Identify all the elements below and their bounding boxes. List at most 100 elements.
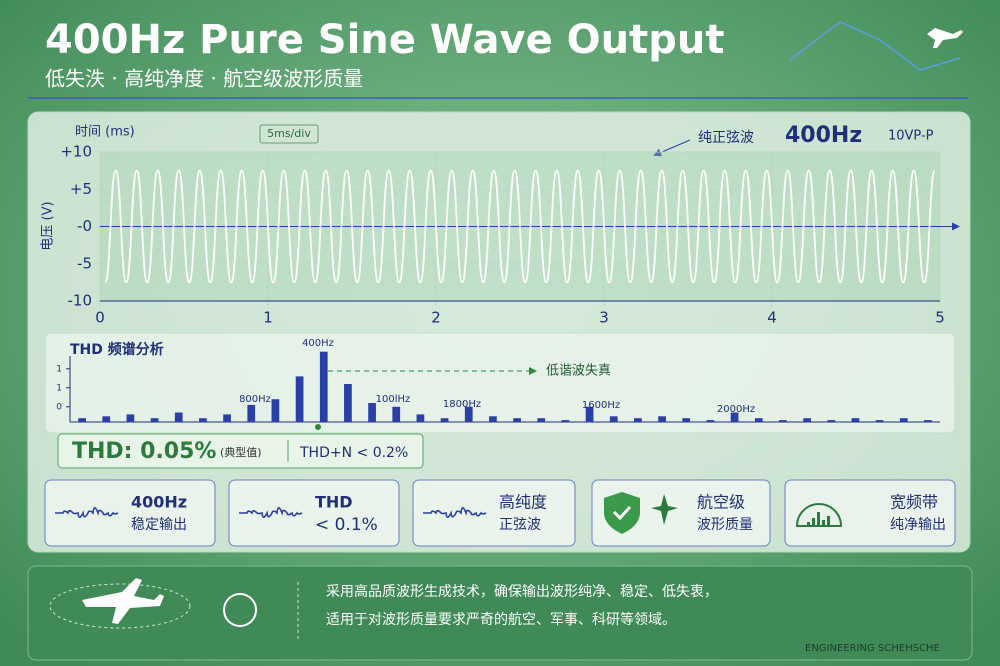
plane-icon (651, 494, 678, 525)
spectrum-bar (827, 420, 836, 422)
y-tick-label: -0 (77, 217, 92, 235)
spectrum-bar (513, 418, 521, 422)
orbit (49, 583, 191, 629)
spectrum-bar (223, 414, 231, 422)
x-tick-label: 1 (263, 309, 273, 327)
card-subtitle: 正弦波 (499, 517, 541, 533)
spectrum-bar (464, 406, 473, 422)
spectrum-bar (875, 420, 884, 422)
spectrum-bar (585, 406, 594, 422)
footer-line: 采用高品质波形生成技术，确保输出波形纯净、稳定、低失衷， (326, 583, 718, 600)
y-tick-label: +10 (60, 143, 92, 161)
card-subtitle: 波形质量 (697, 517, 753, 533)
spectrum-bar (174, 412, 183, 422)
card-title: 400Hz (131, 493, 187, 512)
card-subtitle: 纯净输出 (890, 517, 946, 533)
spectrum-bar (658, 416, 666, 422)
spectrum-bar (730, 412, 739, 422)
gauge-bar (827, 516, 830, 526)
sensor-icon (223, 593, 257, 627)
annotation: 800Hz (239, 394, 271, 405)
annotation: 2000Hz (717, 404, 755, 415)
x-tick-label: 4 (767, 309, 777, 327)
card-title: 宽频带 (890, 493, 938, 512)
card (784, 479, 956, 547)
sine-wave (104, 169, 936, 284)
brand: ENGINEERING SCHEHSCHE (805, 643, 940, 654)
gauge-bar (812, 518, 815, 526)
spectrum-bar (851, 418, 860, 422)
scale-box (259, 124, 319, 144)
spectrum-bar (150, 418, 159, 422)
annotation: 400Hz (302, 338, 334, 349)
footer-panel (27, 565, 973, 661)
footer-line: 适用于对波形质量要求严奇的航空、军事、科研等领域。 (326, 611, 676, 628)
card (44, 479, 216, 547)
x-tick-label: 0 (95, 309, 105, 327)
spectrum-bar (779, 420, 787, 422)
y-tick-label: 1 (56, 364, 62, 374)
card-title: THD (315, 493, 353, 512)
spectrum-bar (295, 376, 304, 422)
thd-value: THD: 0.05% (72, 439, 216, 464)
spectrum-bar (561, 420, 570, 422)
x-tick-label: 2 (431, 309, 441, 327)
spectrum-title: THD 频谱分析 (70, 341, 164, 358)
spectrum-bar (609, 416, 618, 422)
spectrum-bar (78, 418, 86, 422)
header: 400Hz Pure Sine Wave Output 低失泆 · 高纯净度 ·… (28, 17, 968, 99)
spectrum-chart: THD 频谱分析 0 1 1 400Hz 800Hz 100lHz 1800Hz 1600Hz… (56, 338, 940, 430)
y-axis-title: 电压 (V) (41, 201, 56, 250)
thd-box: THD: 0.05% (典型值) THD+N < 0.2% (57, 433, 424, 469)
freq-label: 400Hz (785, 123, 862, 148)
spectrum-bar (803, 418, 811, 422)
spectrum-bar (344, 384, 352, 422)
x-tick-label: 5 (935, 309, 945, 327)
check-icon (612, 505, 632, 521)
thdn-value: THD+N < 0.2% (299, 445, 408, 461)
card (412, 479, 576, 547)
spectrum-bar (126, 414, 135, 422)
gauge-bar (807, 522, 810, 526)
card (591, 479, 771, 547)
annotation: 100lHz (376, 394, 411, 405)
plane-icon (927, 28, 963, 48)
vpp-label: 10VP-P (888, 129, 934, 144)
x-tick-label: 3 (599, 309, 609, 327)
gauge-bar (822, 520, 825, 526)
scale-label: 5ms/div (267, 127, 311, 140)
plane-icon (82, 578, 164, 624)
card (228, 479, 400, 547)
y-tick-label: -5 (77, 254, 92, 272)
spectrum-bar (271, 399, 280, 422)
card-title: 航空级 (697, 493, 745, 512)
spectrum-bar (489, 416, 497, 422)
footer: 采用高品质波形生成技术，确保输出波形纯净、稳定、低失衷， 适用于对波形质量要求严… (27, 565, 973, 661)
thd-frame (57, 433, 424, 469)
spectrum-bar (706, 420, 715, 422)
y-tick-label: +5 (70, 180, 92, 198)
subtitle: 低失泆 · 高纯净度 · 航空级波形质量 (45, 67, 363, 91)
annotation: 低谐波失真 (546, 364, 611, 379)
axis-dot (315, 424, 321, 430)
y-tick-label: 0 (56, 402, 62, 412)
title: 400Hz Pure Sine Wave Output (45, 17, 724, 63)
y-tick-label: 1 (56, 383, 62, 393)
spectrum-bar (319, 351, 328, 422)
spectrum-bar (682, 418, 691, 422)
card-subtitle: 稳定输出 (131, 517, 187, 533)
deco-line (789, 21, 961, 71)
wave-icon (55, 507, 119, 518)
spectrum-bar (899, 418, 908, 422)
spectrum-bar (634, 418, 642, 422)
spectrum-bar (368, 403, 376, 422)
spectrum-bar (247, 404, 256, 422)
x-axis-title: 时间 (ms) (75, 125, 135, 140)
waveform-chart: 时间 (ms) 电压 (V) 5ms/div 纯正弦波 400Hz 10VP-P… (41, 123, 960, 327)
annotation: 1800Hz (443, 399, 481, 410)
wave-label: 纯正弦波 (698, 130, 754, 146)
shield-icon (604, 492, 640, 534)
